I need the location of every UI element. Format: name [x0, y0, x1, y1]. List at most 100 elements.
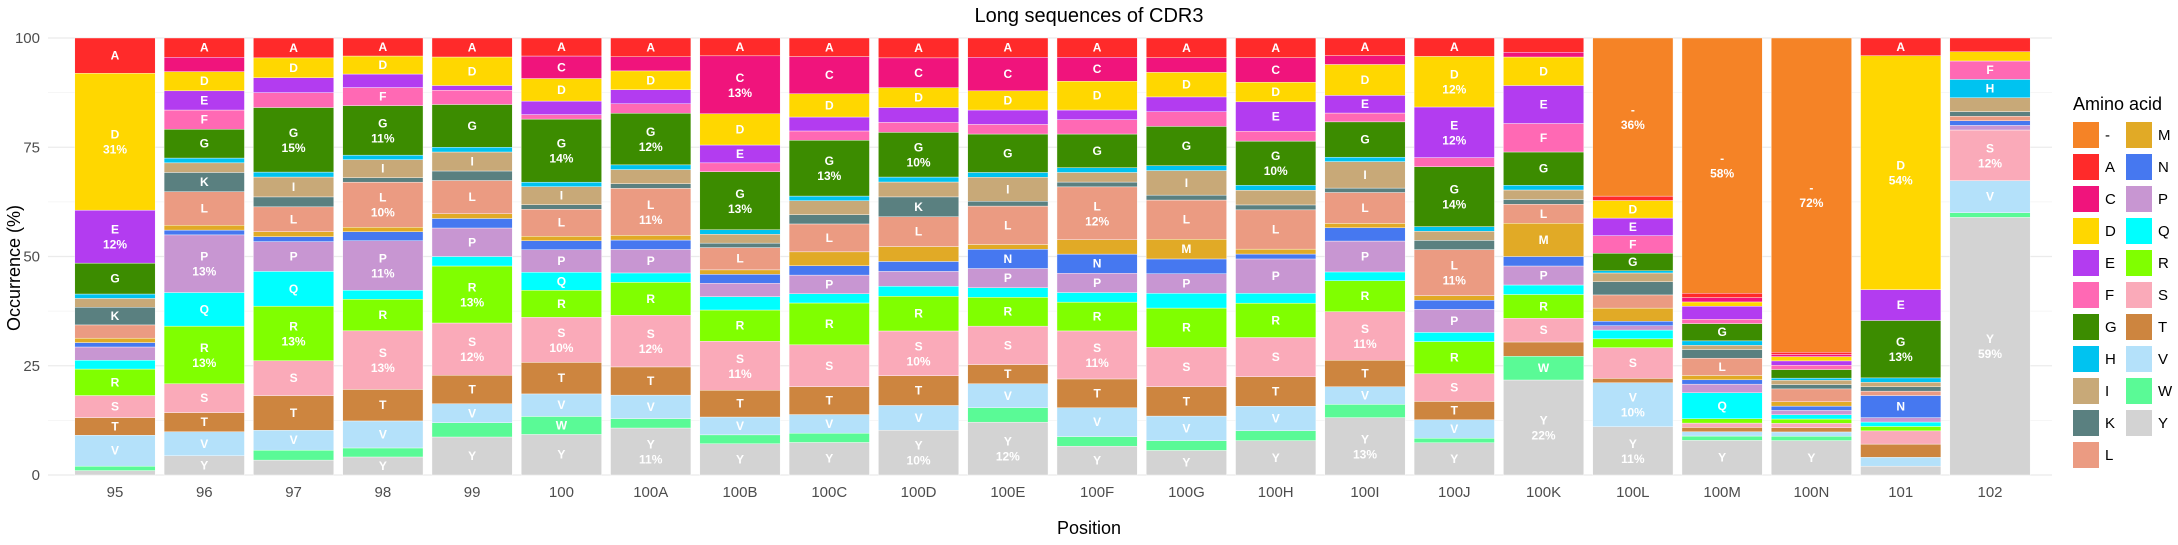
bar-segment-100H-G	[1235, 140, 1317, 186]
segment-percent-label: 15%	[282, 141, 306, 155]
bar-segment-100E-S	[967, 325, 1049, 365]
bar-segment-100I-C	[1324, 55, 1406, 65]
segment-letter-label: G	[646, 125, 655, 139]
segment-letter-label: L	[1272, 222, 1279, 236]
bar-segment-100I-I	[1324, 161, 1406, 189]
segment-letter-label: Y	[825, 452, 833, 466]
bar-segment-100N-D	[1771, 356, 1852, 362]
bar-segment-100B-H	[699, 229, 781, 235]
bar-segment-96-S	[163, 383, 245, 413]
bar-segment-95-L	[74, 324, 156, 339]
bar-segment-100-Y	[521, 434, 602, 476]
bar-segment-100M-P	[1681, 383, 1763, 393]
segment-letter-label: D	[1004, 93, 1013, 107]
bar-segment-100C-I	[788, 200, 870, 215]
segment-letter-label: P	[1182, 277, 1190, 291]
bar-segment-96-M	[163, 225, 245, 231]
bar-segment-100B-T	[699, 390, 781, 418]
bar-segment-98-Q	[342, 290, 424, 300]
segment-letter-label: S	[647, 327, 655, 341]
bar-segment-98-V	[342, 420, 424, 449]
segment-letter-label: A	[1093, 41, 1102, 55]
segment-letter-label: I	[292, 180, 295, 194]
legend-label: N	[2158, 159, 2169, 176]
segment-percent-label: 12%	[1442, 133, 1466, 147]
segment-percent-label: 12%	[460, 350, 484, 364]
bar-segment-100D-Y	[878, 430, 959, 476]
segment-letter-label: V	[290, 433, 298, 447]
segment-letter-label: S	[1004, 338, 1012, 352]
bar-segment-100E-E	[967, 109, 1049, 125]
segment-letter-label: Y	[1718, 451, 1726, 465]
segment-letter-label: S	[1629, 356, 1637, 370]
segment-percent-label: 12%	[639, 140, 663, 154]
bar-segment-98-R	[342, 299, 424, 332]
segment-percent-label: 22%	[1532, 429, 1556, 443]
segment-letter-label: G	[467, 119, 476, 133]
bar-segment-100F-E	[1056, 109, 1138, 120]
bar-segment-99-D	[431, 56, 513, 86]
legend-swatch-S	[2126, 282, 2152, 308]
bar-segment-99-H	[431, 147, 513, 153]
segment-letter-label: R	[1450, 351, 1459, 365]
bar-segment-100M-K	[1681, 349, 1763, 359]
bar-segment-99-G	[431, 104, 513, 148]
segment-letter-label: V	[1450, 422, 1458, 436]
bar-segment-96-N	[163, 229, 245, 236]
bar-segment-101-Y	[1860, 465, 1942, 476]
x-tick-label: 100H	[1258, 484, 1294, 501]
bar-segment-100D-I	[878, 181, 959, 198]
segment-letter-label: T	[1093, 386, 1101, 400]
bar-segment-102-L	[1949, 115, 2031, 121]
segment-letter-label: W	[1538, 361, 1550, 375]
segment-letter-label: N	[1896, 400, 1905, 414]
bar-segment-97-E	[253, 77, 334, 93]
bar-segment-100C-G	[788, 140, 870, 197]
segment-letter-label: D	[557, 83, 566, 97]
segment-letter-label: Y	[557, 448, 565, 462]
bar-segment-100B-G	[699, 171, 781, 230]
bar-segment-98-W	[342, 447, 424, 458]
bar-segment-97-L	[253, 206, 334, 232]
segment-letter-label: P	[468, 235, 476, 249]
bar-segment-97-A	[253, 37, 334, 59]
bar-segment-100H-S	[1235, 337, 1317, 377]
segment-letter-label: K	[111, 309, 120, 323]
bar-segment-100L-P	[1592, 325, 1674, 331]
bar-segment-100J-H	[1413, 226, 1495, 232]
bar-segment-100D-E	[878, 107, 959, 123]
segment-letter-label: R	[1093, 310, 1102, 324]
segment-letter-label: R	[1361, 289, 1370, 303]
bar-segment-100H-W	[1235, 430, 1317, 441]
bar-segment-100K-Q	[1503, 284, 1584, 295]
bar-segment-100K-F	[1503, 123, 1584, 153]
segment-percent-label: 13%	[460, 296, 484, 310]
segment-letter-label: T	[468, 383, 476, 397]
bar-segment-100D-S	[878, 330, 959, 376]
bar-segment-100I-A	[1324, 37, 1406, 56]
bar-segment-100M-F	[1681, 319, 1763, 324]
segment-letter-label: P	[1450, 314, 1458, 328]
x-tick-label: 100E	[990, 484, 1025, 501]
bar-segment-100F-H	[1056, 167, 1138, 173]
bar-segment-99-R	[431, 265, 513, 324]
segment-letter-label: V	[1986, 190, 1994, 204]
segment-letter-label: Q	[289, 282, 298, 296]
segment-percent-label: 54%	[1889, 174, 1913, 188]
segment-percent-label: 11%	[1353, 337, 1377, 351]
bar-segment-100N-W	[1771, 436, 1852, 441]
bar-segment-97-Q	[253, 271, 334, 307]
bar-segment-100E-M	[967, 244, 1049, 250]
segment-letter-label: D	[379, 58, 388, 72]
bar-segment-99-P	[431, 227, 513, 257]
bar-segment-102-N	[1949, 120, 2031, 126]
segment-letter-label: L	[558, 216, 565, 230]
bar-segment-100E-G	[967, 133, 1049, 173]
bar-segment-100H-N	[1235, 253, 1317, 260]
segment-letter-label: Q	[1717, 399, 1726, 413]
segment-letter-label: R	[914, 307, 923, 321]
segment-percent-label: 10%	[1621, 406, 1645, 420]
x-tick-label: 100B	[722, 484, 757, 501]
legend-swatch-C	[2073, 186, 2099, 212]
segment-percent-label: 12%	[103, 238, 127, 252]
